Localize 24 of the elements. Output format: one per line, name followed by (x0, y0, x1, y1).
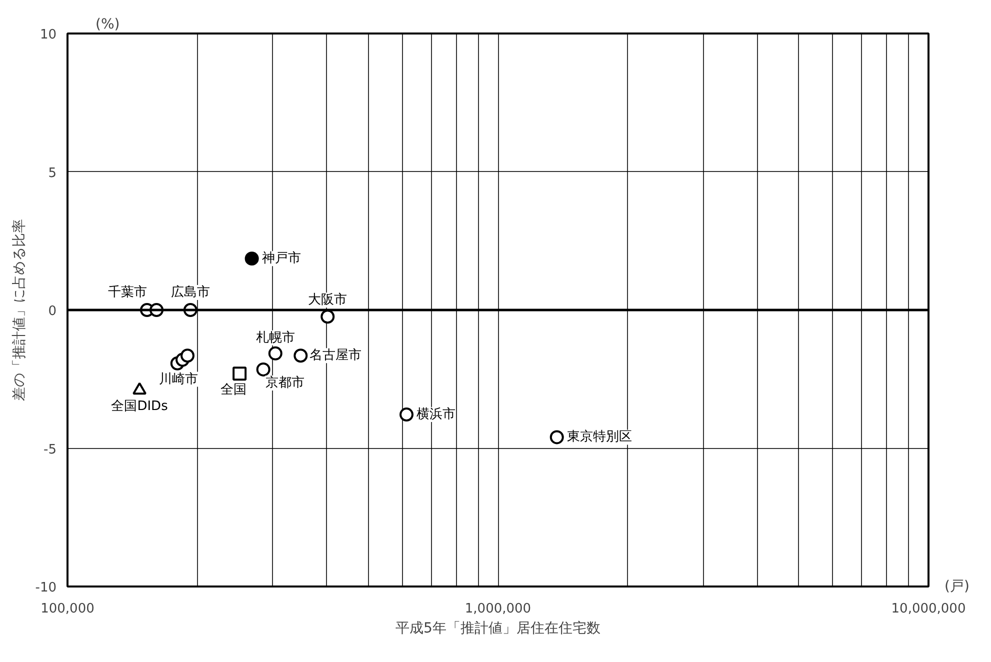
text: (%) (96, 16, 120, 32)
annotation: 神戸市 (262, 251, 301, 266)
x-axis-title: 平成5年「推計値」居住在住宅数 (396, 620, 600, 636)
y-tick-label: 5 (48, 166, 57, 181)
annotation: 川崎市 (159, 372, 198, 387)
annotation: 札幌市 (256, 330, 295, 346)
annotation: 全国DIDs (111, 399, 168, 414)
annotation: 広島市 (170, 284, 210, 300)
y-axis-title: 差の「推計値」に占める比率 (11, 219, 28, 401)
annotation: 名古屋市 (310, 348, 362, 364)
y-tick-label: 0 (48, 304, 57, 319)
x-tick-label: 100,000 (40, 602, 94, 616)
y-tick-label: -10 (35, 580, 56, 596)
annotation: 大阪市 (308, 292, 348, 308)
annotation: 京都市 (265, 375, 304, 390)
y-tick-label: 10 (40, 28, 57, 42)
annotation: 全国 (220, 382, 247, 398)
annotation: 千葉市 (108, 285, 148, 300)
annotation: 横浜市 (416, 407, 456, 422)
x-tick-label: 1,000,000 (464, 602, 532, 616)
annotation: 東京特別区 (566, 430, 632, 445)
y-tick-label: -5 (44, 442, 57, 458)
text: (戸) (944, 578, 970, 594)
x-tick-label: 10,000,000 (891, 602, 966, 616)
